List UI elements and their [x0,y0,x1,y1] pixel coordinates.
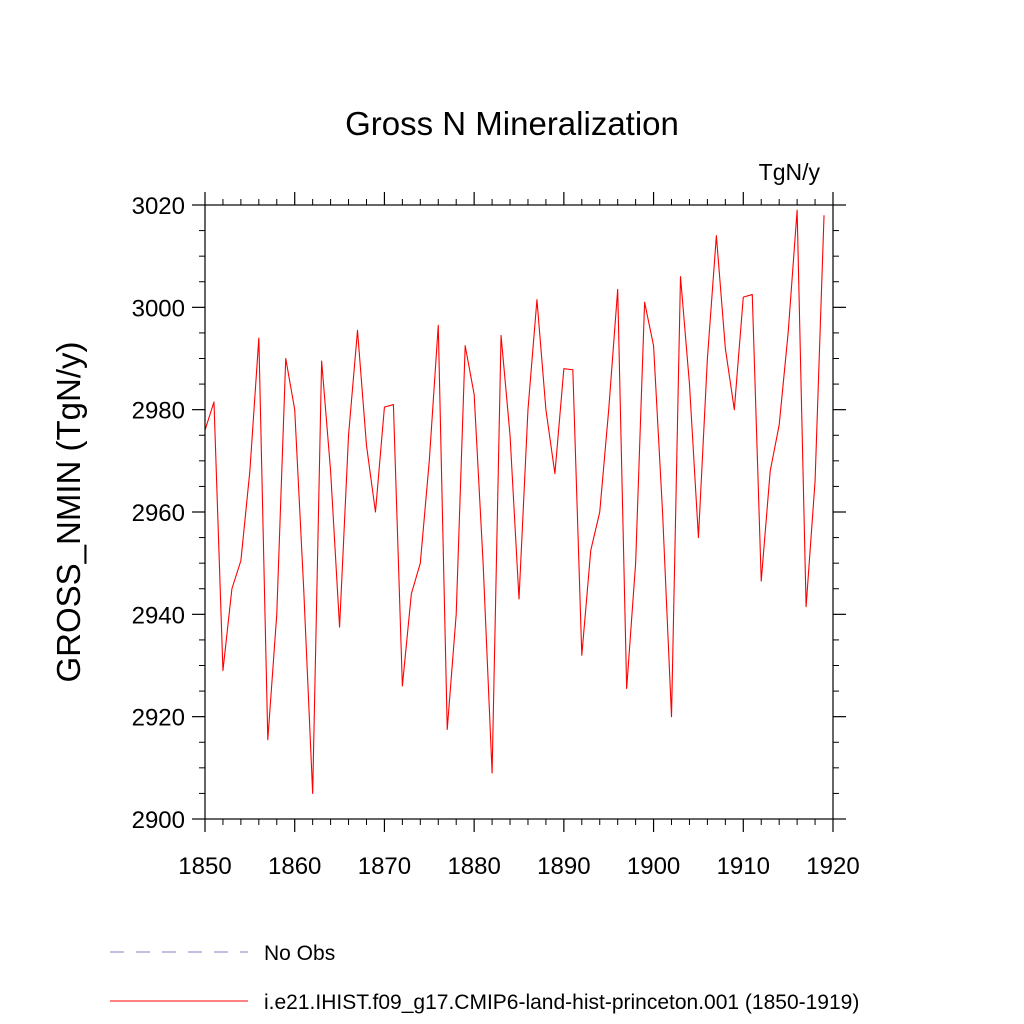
chart-title: Gross N Mineralization [345,105,679,142]
units-label: TgN/y [759,159,821,185]
y-axis-label: GROSS_NMIN (TgN/y) [50,341,87,682]
x-tick-label: 1880 [447,853,500,880]
x-tick-label: 1920 [806,853,859,880]
legend: No Obs i.e21.IHIST.f09_g17.CMIP6-land-his… [110,942,859,1014]
legend-label: i.e21.IHIST.f09_g17.CMIP6-land-hist-prin… [264,991,859,1014]
y-tick-label: 3000 [132,295,185,322]
y-tick-labels: 2900 2920 2940 2960 2980 3000 3020 [132,193,185,834]
y-tick-label: 2980 [132,398,185,425]
x-tick-labels: 1850 1860 1870 1880 1890 1900 1910 1920 [178,853,859,880]
x-tick-label: 1890 [537,853,590,880]
y-tick-label: 2900 [132,807,185,834]
x-tick-label: 1900 [627,853,680,880]
plot-series [204,209,825,794]
series-line-0 [204,209,825,794]
x-tick-label: 1910 [717,853,770,880]
y-tick-label: 2960 [132,500,185,527]
y-tick-label: 2920 [132,705,185,732]
x-tick-label: 1870 [358,853,411,880]
plot-frame [204,204,834,820]
x-tick-label: 1860 [268,853,321,880]
y-tick-label: 2940 [132,602,185,629]
legend-label: No Obs [264,942,335,965]
x-tick-label: 1850 [178,853,231,880]
axis-ticks [192,192,846,832]
y-tick-label: 3020 [132,193,185,220]
